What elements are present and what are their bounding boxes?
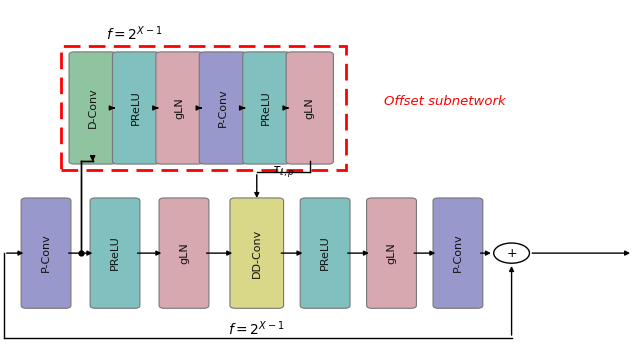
Text: PReLU: PReLU bbox=[131, 90, 141, 125]
Text: gLN: gLN bbox=[179, 242, 189, 264]
FancyBboxPatch shape bbox=[286, 52, 333, 164]
FancyBboxPatch shape bbox=[243, 52, 290, 164]
Text: $\tau_{\ell,p}$: $\tau_{\ell,p}$ bbox=[272, 164, 295, 179]
Text: Offset subnetwork: Offset subnetwork bbox=[384, 95, 506, 108]
Text: D-Conv: D-Conv bbox=[88, 88, 98, 129]
FancyBboxPatch shape bbox=[156, 52, 203, 164]
FancyBboxPatch shape bbox=[300, 198, 350, 308]
Text: $f = 2^{X-1}$: $f = 2^{X-1}$ bbox=[106, 24, 163, 43]
Text: PReLU: PReLU bbox=[320, 236, 330, 270]
Text: P-Conv: P-Conv bbox=[218, 89, 228, 127]
FancyBboxPatch shape bbox=[199, 52, 246, 164]
FancyBboxPatch shape bbox=[230, 198, 284, 308]
FancyBboxPatch shape bbox=[69, 52, 116, 164]
Text: $+$: $+$ bbox=[506, 247, 517, 260]
FancyBboxPatch shape bbox=[113, 52, 160, 164]
Text: gLN: gLN bbox=[387, 242, 397, 264]
FancyBboxPatch shape bbox=[90, 198, 140, 308]
FancyBboxPatch shape bbox=[159, 198, 209, 308]
Text: PReLU: PReLU bbox=[261, 90, 271, 125]
Text: PReLU: PReLU bbox=[110, 236, 120, 270]
Text: P-Conv: P-Conv bbox=[453, 234, 463, 273]
FancyBboxPatch shape bbox=[21, 198, 71, 308]
FancyBboxPatch shape bbox=[433, 198, 483, 308]
Text: gLN: gLN bbox=[305, 97, 315, 119]
Text: $f = 2^{X-1}$: $f = 2^{X-1}$ bbox=[228, 320, 285, 338]
FancyBboxPatch shape bbox=[367, 198, 417, 308]
Text: DD-Conv: DD-Conv bbox=[252, 228, 262, 278]
Text: P-Conv: P-Conv bbox=[41, 234, 51, 273]
Text: gLN: gLN bbox=[175, 97, 184, 119]
Bar bbox=[61, 46, 346, 170]
